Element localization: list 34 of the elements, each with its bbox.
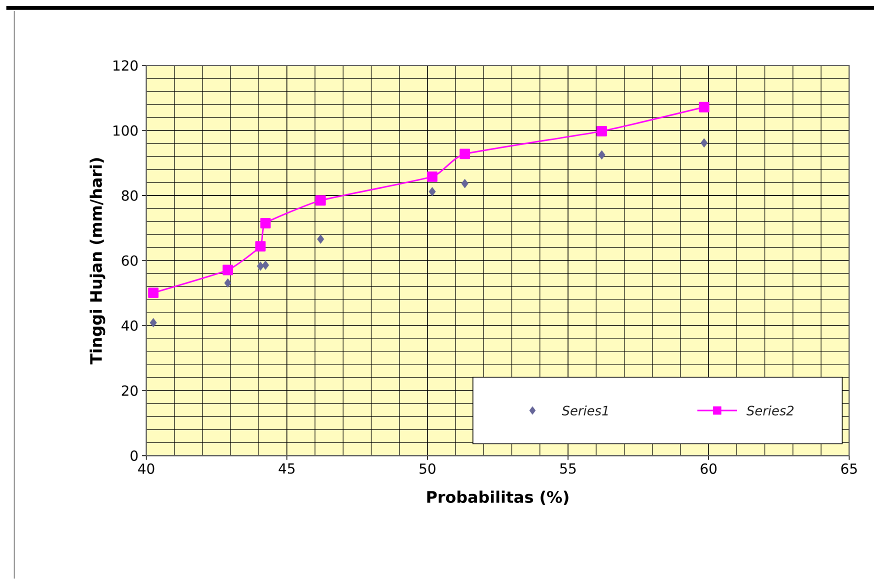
point [222,264,234,276]
x-tick-label: 60 [700,464,717,474]
point [317,234,324,244]
x-tick-label: 50 [420,464,436,474]
x-tick-label: 40 [138,464,154,474]
point [260,218,271,229]
point [461,178,468,188]
x-axis-title: Probabilitas (%) [427,490,568,505]
point [427,172,438,182]
point [150,318,157,328]
y-axis-title: Tinggi Hujan (mm/hari) [90,158,106,364]
x-tick-label: 65 [841,464,857,474]
y-tick-label: 20 [122,385,138,396]
point [148,288,159,298]
y-tick-label: 100 [114,125,138,136]
point [315,195,326,206]
x-tick-label: 45 [278,464,294,474]
point [598,150,606,160]
point [262,260,270,270]
y-tick-label: 40 [122,320,138,331]
y-tick-label: 120 [114,60,138,71]
y-tick-label: 80 [122,190,138,201]
point [596,126,607,137]
point [698,102,710,112]
point [460,148,470,160]
point [224,278,232,288]
legend-label: Series1 [562,406,608,416]
point [428,187,436,196]
legend-label: Series2 [746,406,794,416]
point [255,241,266,252]
x-tick-label: 55 [560,464,576,474]
y-tick-label: 0 [130,450,138,462]
point [700,138,708,148]
y-tick-label: 60 [122,255,138,266]
